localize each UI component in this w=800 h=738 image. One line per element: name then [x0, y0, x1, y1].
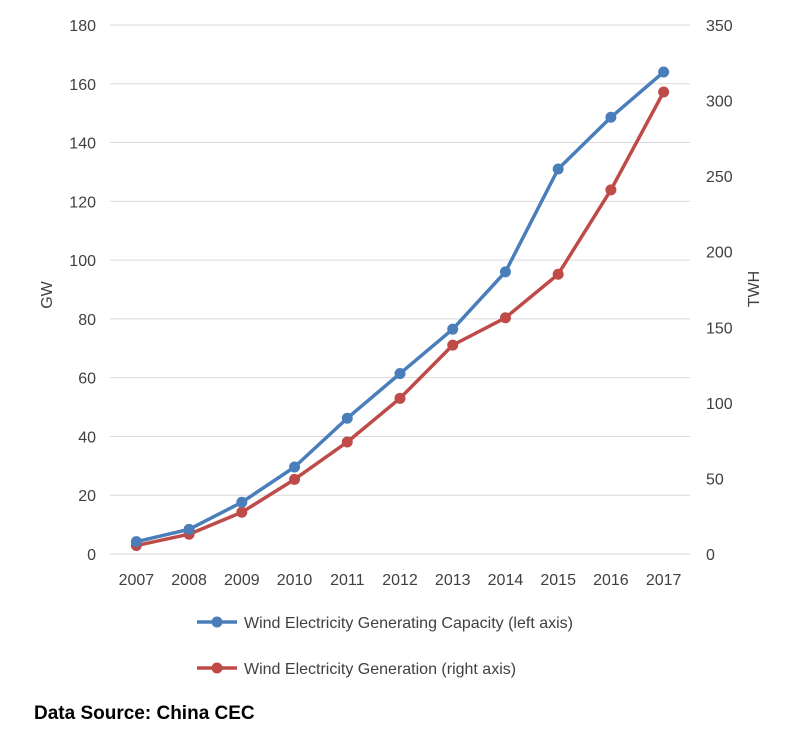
left-tick-label: 120	[69, 194, 96, 211]
left-tick-label: 180	[69, 18, 96, 35]
left-tick-label: 140	[69, 136, 96, 153]
x-tick-label: 2015	[540, 572, 576, 589]
x-tick-label: 2014	[488, 572, 524, 589]
data-point-capacity	[236, 496, 248, 508]
left-tick-label: 60	[78, 371, 96, 388]
right-tick-label: 150	[706, 320, 733, 337]
x-tick-label: 2008	[171, 572, 207, 589]
data-point-capacity	[658, 66, 670, 78]
legend-item-generation: Wind Electricity Generation (right axis)	[197, 661, 516, 678]
left-axis-ticks: 0 20 40 60 80 100 120 140 160 180	[69, 18, 96, 564]
data-point-capacity	[552, 163, 564, 175]
data-point-generation	[289, 473, 301, 485]
data-point-capacity	[499, 266, 511, 278]
legend-item-capacity: Wind Electricity Generating Capacity (le…	[197, 615, 573, 632]
right-tick-label: 200	[706, 245, 733, 262]
left-tick-label: 40	[78, 429, 96, 446]
x-tick-label: 2017	[646, 572, 682, 589]
series-capacity	[130, 66, 670, 548]
x-tick-label: 2011	[330, 572, 365, 589]
legend-marker-capacity	[211, 616, 223, 628]
left-tick-label: 0	[87, 547, 96, 564]
left-tick-label: 160	[69, 77, 96, 94]
x-tick-label: 2010	[277, 572, 313, 589]
legend-label-capacity: Wind Electricity Generating Capacity (le…	[244, 615, 573, 632]
left-tick-label: 80	[78, 312, 96, 329]
legend-marker-generation	[211, 662, 223, 674]
data-point-generation	[236, 506, 248, 518]
right-tick-label: 0	[706, 547, 715, 564]
right-tick-label: 100	[706, 396, 733, 413]
x-tick-label: 2009	[224, 572, 260, 589]
data-point-capacity	[289, 461, 301, 473]
left-axis-title: GW	[39, 280, 56, 308]
data-point-capacity	[341, 412, 353, 424]
x-axis-ticks: 2007 2008 2009 2010 2011 2012 2013 2014 2015 2016…	[119, 572, 682, 589]
data-point-generation	[499, 312, 511, 324]
left-tick-label: 100	[69, 253, 96, 270]
gridlines	[110, 24, 690, 555]
data-point-generation	[658, 86, 670, 98]
legend: Wind Electricity Generating Capacity (le…	[197, 615, 573, 678]
data-point-capacity	[130, 536, 142, 548]
x-tick-label: 2007	[119, 572, 155, 589]
x-tick-label: 2012	[382, 572, 418, 589]
data-source-note: Data Source: China CEC	[34, 703, 255, 724]
data-point-generation	[605, 184, 617, 196]
right-tick-label: 50	[706, 471, 724, 488]
x-tick-label: 2013	[435, 572, 471, 589]
data-point-capacity	[183, 523, 195, 535]
right-tick-label: 250	[706, 169, 733, 186]
right-axis-ticks: 0 50 100 150 200 250 300 350	[706, 18, 733, 564]
x-tick-label: 2016	[593, 572, 629, 589]
legend-label-generation: Wind Electricity Generation (right axis)	[244, 661, 516, 678]
right-tick-label: 300	[706, 94, 733, 111]
right-tick-label: 350	[706, 18, 733, 35]
data-point-capacity	[447, 323, 459, 335]
data-point-generation	[394, 392, 406, 404]
left-tick-label: 20	[78, 488, 96, 505]
data-point-generation	[552, 268, 564, 280]
right-axis-title: TWH	[746, 271, 763, 307]
data-point-generation	[341, 436, 353, 448]
data-point-capacity	[394, 368, 406, 380]
data-point-capacity	[605, 111, 617, 123]
data-point-generation	[447, 339, 459, 351]
series-lines	[130, 66, 670, 552]
